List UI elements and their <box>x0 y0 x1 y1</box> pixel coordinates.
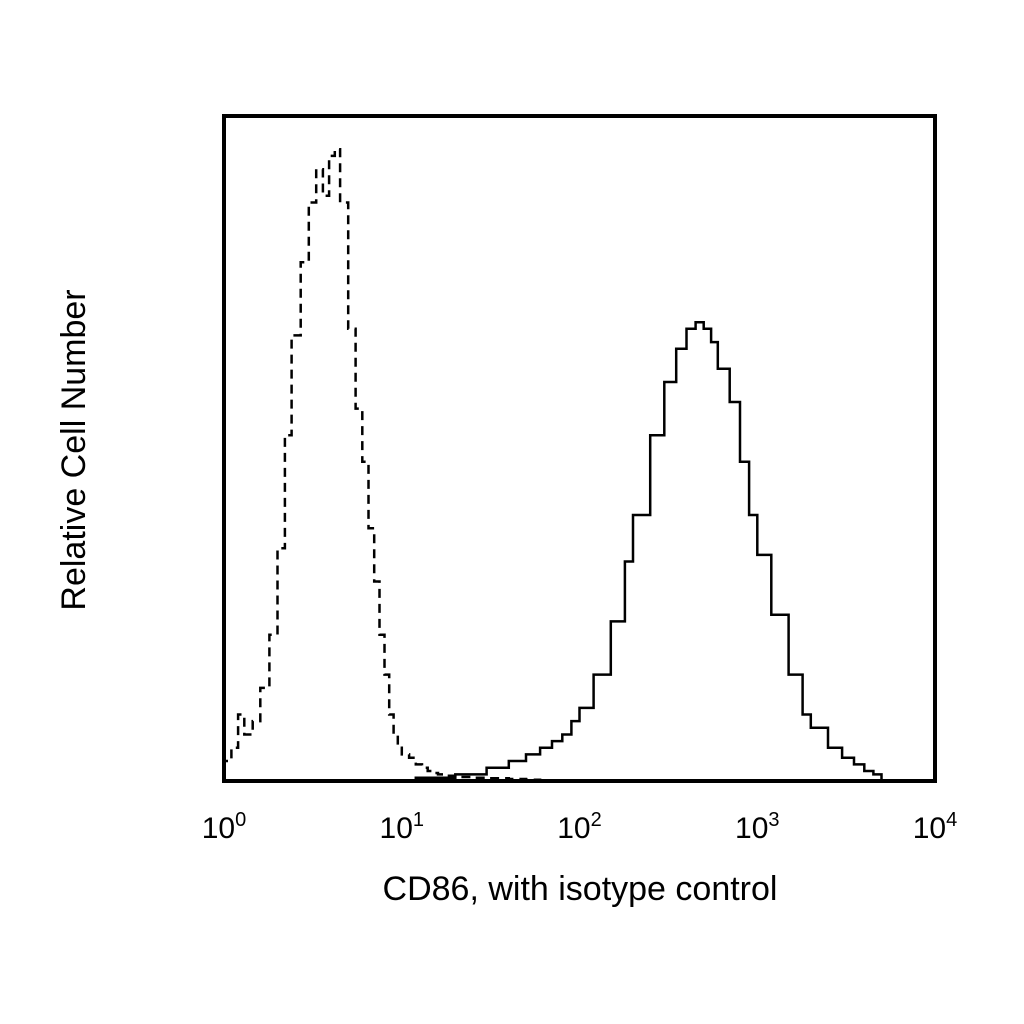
plot-frame <box>222 114 937 783</box>
x-tick-label: 101 <box>380 809 425 845</box>
y-axis-title: Relative Cell Number <box>55 289 93 610</box>
isotype-control-histogram-line <box>222 148 542 781</box>
x-tick-label: 102 <box>557 809 602 845</box>
x-axis-title: CD86, with isotype control <box>383 870 778 908</box>
x-tick-label: 100 <box>202 809 247 845</box>
x-tick-labels: 100 101 102 103 104 <box>202 809 958 845</box>
x-tick-label: 103 <box>735 809 780 845</box>
plot-series-group <box>222 148 883 781</box>
x-tick-label: 104 <box>913 809 958 845</box>
cd86-histogram-line <box>414 320 883 781</box>
